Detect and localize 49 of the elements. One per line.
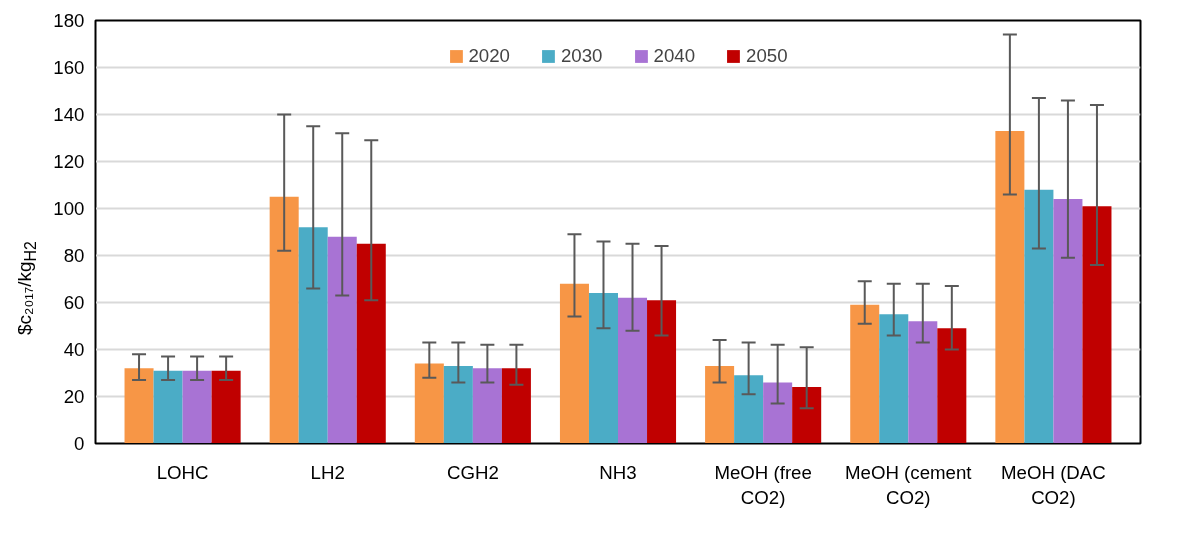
x-tick-label: LH2 [310,461,345,483]
y-tick-label: 20 [63,386,85,407]
bar [1053,199,1083,444]
y-tick-label: 160 [53,57,85,78]
x-tick-label: MeOH (cement CO2) [845,461,973,508]
x-tick-label: NH3 [599,461,637,483]
y-tick-label: 0 [74,433,85,454]
bar [501,368,531,444]
x-tick-label: MeOH (free CO2) [714,461,812,508]
x-tick-label: CGH2 [446,461,499,483]
bar [559,283,589,444]
bar [356,243,386,444]
bar [705,365,735,444]
legend-label: 2020 [468,45,510,67]
bar [647,300,677,444]
bar [792,387,822,444]
bar [443,365,473,444]
bar [124,368,154,444]
bar [995,130,1025,444]
bar [763,382,793,444]
bar [734,375,764,444]
legend-label: 2030 [560,45,603,67]
bar [153,370,183,444]
legend-label: 2050 [746,45,788,67]
x-tick-label: MeOH (DAC CO2) [1001,461,1106,508]
bar [472,368,502,444]
bar [937,328,967,444]
bar [211,370,241,444]
bar [327,236,357,444]
bar [1024,189,1054,444]
bar [269,196,299,444]
bar [182,370,212,444]
bar [850,304,880,444]
bar [908,321,938,444]
y-tick-label: 100 [53,198,85,219]
y-tick-label: 120 [53,151,85,172]
legend-label: 2040 [653,45,696,67]
bar [588,293,618,444]
bar [1082,206,1112,444]
x-tick-label: LOHC [156,461,209,483]
bar [618,297,648,444]
y-tick-label: 60 [63,292,85,313]
bar [414,363,444,444]
bar [298,227,328,444]
y-tick-label: 40 [63,339,85,360]
bar [879,314,909,444]
y-tick-label: 180 [53,10,85,31]
y-tick-label: 80 [63,245,85,266]
y-tick-label: 140 [53,104,85,125]
